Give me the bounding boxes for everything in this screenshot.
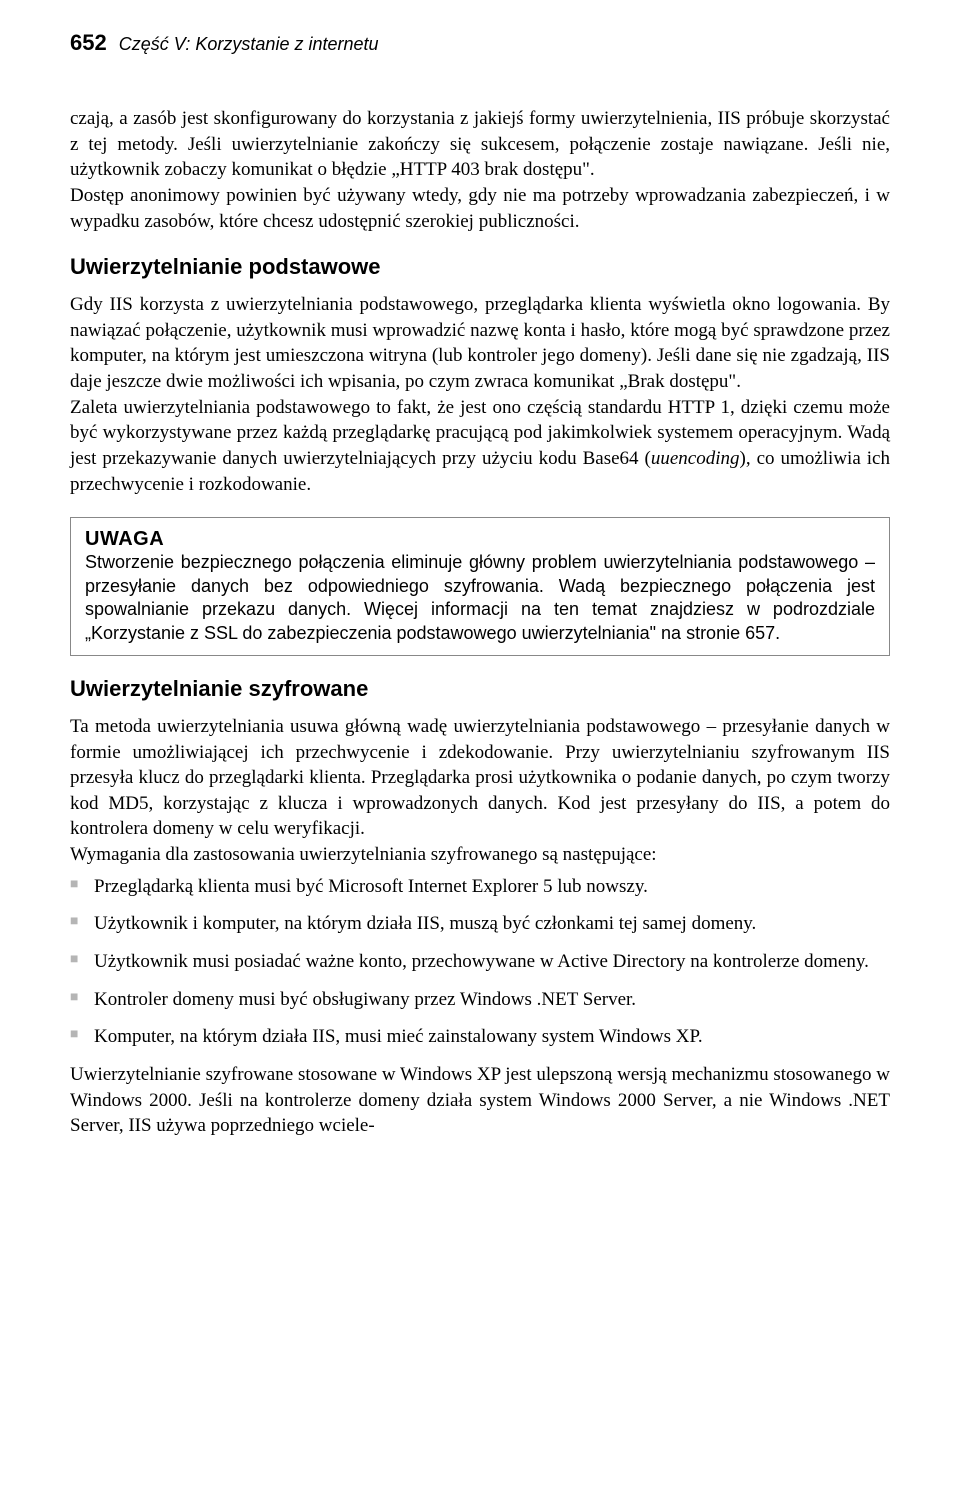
digest-paragraph-1: Ta metoda uwierzytelniania usuwa główną … <box>70 714 890 842</box>
list-item: Przeglądarką klienta musi być Microsoft … <box>70 874 890 900</box>
basic-auth-paragraph-2: Zaleta uwierzytelniania podstawowego to … <box>70 395 890 498</box>
list-item: Użytkownik i komputer, na którym działa … <box>70 911 890 937</box>
list-item: Kontroler domeny musi być obsługiwany pr… <box>70 987 890 1013</box>
basic-auth-paragraph-1: Gdy IIS korzysta z uwierzytelniania pods… <box>70 292 890 395</box>
page-header: 652 Część V: Korzystanie z internetu <box>70 30 890 56</box>
requirements-list: Przeglądarką klienta musi być Microsoft … <box>70 874 890 1050</box>
list-item: Użytkownik musi posiadać ważne konto, pr… <box>70 949 890 975</box>
note-text: Stworzenie bezpiecznego połączenia elimi… <box>85 551 875 645</box>
intro-paragraph-1: czają, a zasób jest skonfigurowany do ko… <box>70 106 890 183</box>
heading-digest-auth: Uwierzytelnianie szyfrowane <box>70 676 890 702</box>
list-item: Komputer, na którym działa IIS, musi mie… <box>70 1024 890 1050</box>
intro-paragraph-2: Dostęp anonimowy powinien być używany wt… <box>70 183 890 234</box>
heading-basic-auth: Uwierzytelnianie podstawowe <box>70 254 890 280</box>
section-title: Część V: Korzystanie z internetu <box>119 34 379 55</box>
uuencoding-term: uuencoding <box>651 448 740 469</box>
digest-paragraph-2: Wymagania dla zastosowania uwierzytelnia… <box>70 842 890 868</box>
note-label: UWAGA <box>85 528 875 551</box>
note-box: UWAGA Stworzenie bezpiecznego połączenia… <box>70 517 890 656</box>
page-number: 652 <box>70 30 107 56</box>
digest-paragraph-3: Uwierzytelnianie szyfrowane stosowane w … <box>70 1062 890 1139</box>
